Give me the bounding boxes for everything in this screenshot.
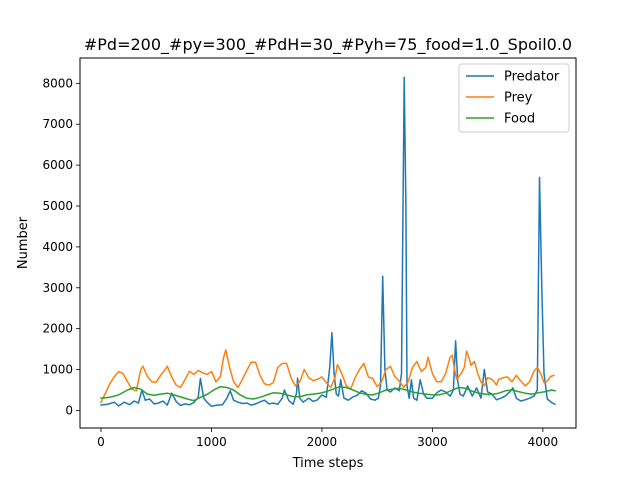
series-line-predator bbox=[100, 76, 557, 408]
x-tick-label: 1000 bbox=[196, 435, 227, 449]
y-tick-label: 3000 bbox=[42, 281, 73, 295]
x-axis-label: Time steps bbox=[292, 456, 364, 471]
y-tick-label: 2000 bbox=[42, 322, 73, 336]
series-layer bbox=[99, 76, 557, 408]
legend-label-food: Food bbox=[504, 112, 535, 127]
y-tick-label: 5000 bbox=[42, 199, 73, 213]
legend: Predator Prey Food bbox=[458, 63, 570, 133]
y-tick-label: 1000 bbox=[42, 363, 73, 377]
legend-box bbox=[458, 63, 570, 133]
y-axis: 0 1000 2000 3000 4000 5000 6000 7000 8000 bbox=[42, 76, 80, 417]
plot-frame bbox=[79, 57, 577, 429]
legend-label-predator: Predator bbox=[504, 70, 560, 85]
x-axis: 0 1000 2000 3000 4000 bbox=[97, 428, 558, 449]
legend-label-prey: Prey bbox=[504, 91, 533, 106]
y-tick-label: 0 bbox=[65, 403, 73, 417]
x-tick-label: 0 bbox=[97, 435, 105, 449]
y-tick-label: 6000 bbox=[42, 158, 73, 172]
x-tick-label: 2000 bbox=[307, 435, 338, 449]
series-line-food bbox=[100, 385, 556, 402]
y-axis-label: Number bbox=[16, 216, 31, 269]
y-tick-label: 7000 bbox=[42, 117, 73, 131]
series-line-prey bbox=[99, 349, 555, 404]
x-tick-label: 4000 bbox=[528, 435, 559, 449]
chart-title: #Pd=200_#py=300_#PdH=30_#Pyh=75_food=1.0… bbox=[84, 35, 572, 55]
y-tick-label: 8000 bbox=[42, 76, 73, 90]
x-tick-label: 3000 bbox=[417, 435, 448, 449]
y-tick-label: 4000 bbox=[42, 240, 73, 254]
